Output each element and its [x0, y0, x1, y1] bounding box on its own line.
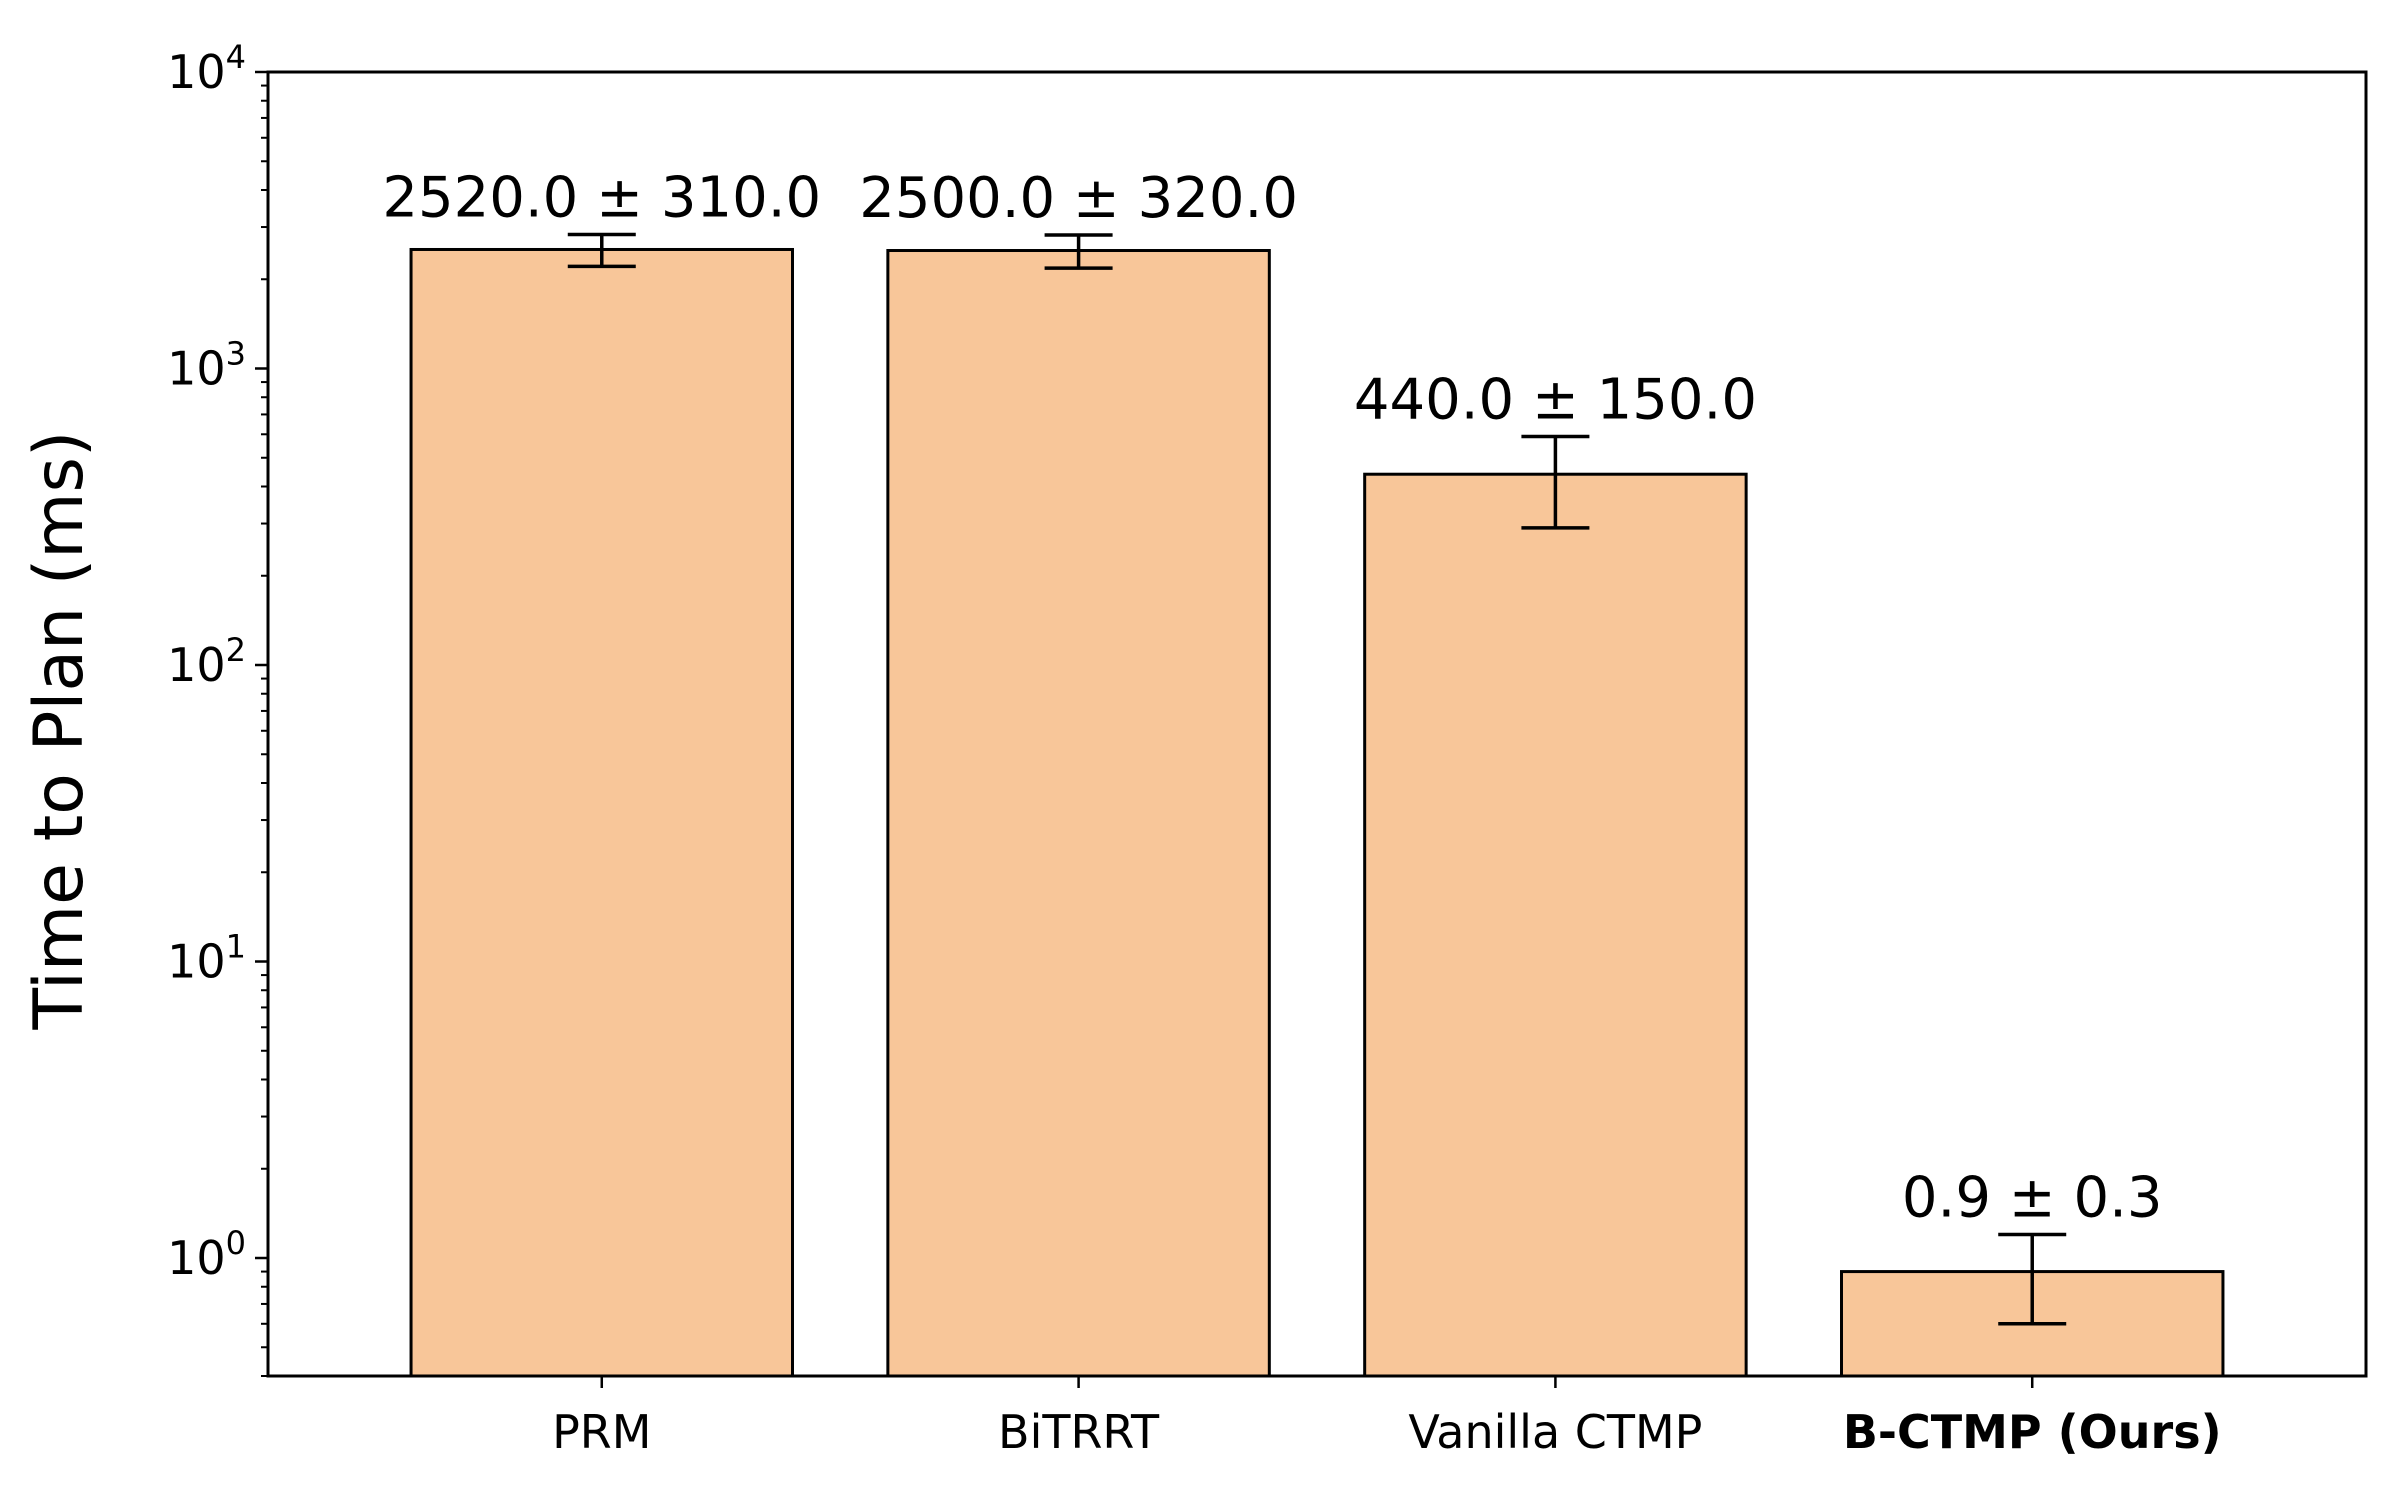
y-tick-label: 100 — [167, 1224, 246, 1285]
bar — [886, 249, 1271, 1378]
y-tick-label: 103 — [167, 335, 246, 396]
x-tick-label: B-CTMP (Ours) — [1843, 1405, 2222, 1459]
plot-frame — [266, 70, 2368, 1378]
bar — [409, 247, 794, 1378]
error-bars-layer — [567, 232, 2067, 1326]
axes-layer: PRM BiTRRT Vanilla CTMP B-CTMP (Ours) 100 101… — [167, 38, 2368, 1459]
data-label: 2500.0 ± 320.0 — [859, 166, 1298, 231]
data-labels-layer: 2520.0 ± 310.0 2500.0 ± 320.0 440.0 ± 150.… — [382, 166, 2162, 1231]
y-tick-label: 102 — [167, 631, 246, 692]
data-label: 2520.0 ± 310.0 — [382, 166, 821, 231]
y-tick-label: 104 — [167, 38, 246, 99]
x-tick-label: BiTRRT — [998, 1405, 1160, 1459]
bar — [1363, 472, 1748, 1378]
data-label: 0.9 ± 0.3 — [1902, 1166, 2163, 1231]
data-label: 440.0 ± 150.0 — [1354, 367, 1757, 432]
x-tick-label: Vanilla CTMP — [1408, 1405, 1702, 1459]
y-axis-label: Time to Plan (ms) — [20, 431, 99, 1031]
x-tick-label: PRM — [552, 1405, 651, 1459]
y-tick-label: 101 — [167, 928, 246, 989]
